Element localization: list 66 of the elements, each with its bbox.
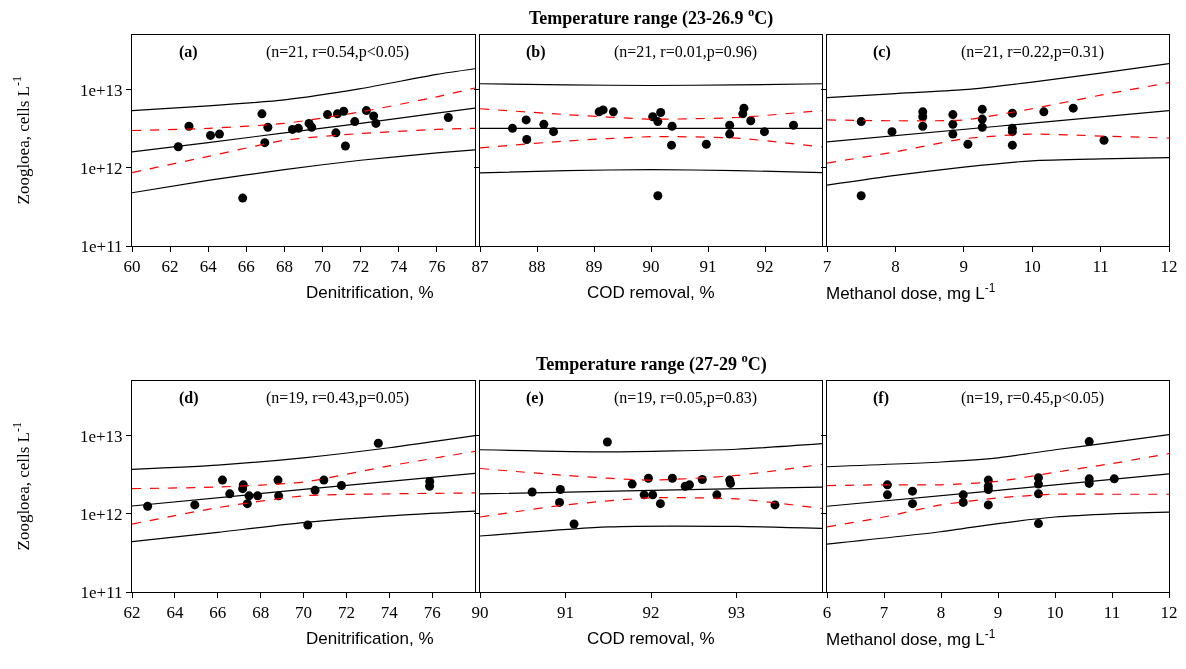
x-tick-label: 7 [822,257,832,277]
x-tick-label: 74 [380,603,399,623]
x-tick-label: 66 [209,603,227,623]
y-tick-label: 1e+11 [80,236,123,256]
x-tick-label: 6 [822,603,832,623]
x-tick-label: 11 [1103,603,1121,623]
x-tick-label: 74 [390,257,408,277]
x-tick-label: 60 [123,257,141,277]
annotation: (b) [526,43,546,61]
x-tick-label: 76 [428,257,446,277]
x-tick-label: 64 [199,257,218,277]
x-tick-label: 62 [123,603,141,623]
x-tick-label: 8 [936,603,946,623]
x-axis-title: COD removal, % [587,283,715,302]
x-tick-label: 9 [993,603,1003,623]
x-axis-title: Denitrification, % [306,629,434,648]
x-tick-label: 68 [275,257,293,277]
x-tick-label: 76 [423,603,441,623]
x-tick-label: 72 [352,257,370,277]
x-tick-label: 12 [1160,603,1178,623]
x-tick-label: 11 [1092,257,1109,277]
annotation: (a) [179,43,198,61]
y-tick-label: 1e+12 [79,158,123,178]
x-tick-label: 93 [728,603,745,623]
annotation: (c) [873,43,891,61]
y-tick-label: 1e+13 [79,80,123,100]
x-tick-label: 68 [252,603,270,623]
x-tick-label: 90 [642,257,660,277]
annotation: (n=21, r=0.22,p=0.31) [961,43,1105,61]
x-tick-label: 91 [699,257,717,277]
annotation: (n=21, r=0.01,p=0.96) [614,43,758,61]
x-tick-label: 90 [471,603,489,623]
x-tick-label: 92 [756,257,774,277]
x-tick-label: 72 [337,603,355,623]
annotation: (n=19, r=0.43,p=0.05) [266,389,410,407]
annotation: (d) [179,389,199,407]
x-axis-title: Methanol dose, mg L$^{-1}$ [826,627,996,650]
y-tick-label: 1e+12 [79,504,123,524]
y-tick-label: 1e+11 [80,582,123,602]
x-tick-label: 70 [314,257,332,277]
x-tick-label: 12 [1160,257,1178,277]
x-axis-title: Denitrification, % [306,283,434,302]
chart-title: Temperature range (23-26.9 $^{o}$C) [529,5,774,29]
x-tick-label: 92 [642,603,660,623]
annotation: (f) [873,389,889,407]
x-tick-label: 88 [528,257,546,277]
y-tick-label: 1e+13 [79,426,123,446]
x-tick-label: 10 [1046,603,1064,623]
annotation: (n=19, r=0.05,p=0.83) [614,389,758,407]
x-tick-label: 91 [557,603,574,623]
x-axis-title: COD removal, % [587,629,715,648]
x-tick-label: 64 [166,603,184,623]
x-tick-label: 9 [959,257,969,277]
x-tick-label: 8 [891,257,900,277]
x-tick-label: 70 [295,603,312,623]
x-tick-label: 62 [161,257,179,277]
x-tick-label: 66 [237,257,255,277]
x-axis-title: Methanol dose, mg L$^{-1}$ [826,281,996,304]
x-tick-label: 10 [1023,257,1041,277]
annotation: (n=21, r=0.54,p<0.05) [266,43,410,61]
annotation: (n=19, r=0.45,p<0.05) [961,389,1105,407]
x-tick-label: 7 [879,603,889,623]
x-tick-label: 87 [471,257,489,277]
annotation: (e) [526,389,544,407]
x-tick-label: 89 [585,257,603,277]
chart-title: Temperature range (27-29 $^{o}$C) [536,351,767,375]
